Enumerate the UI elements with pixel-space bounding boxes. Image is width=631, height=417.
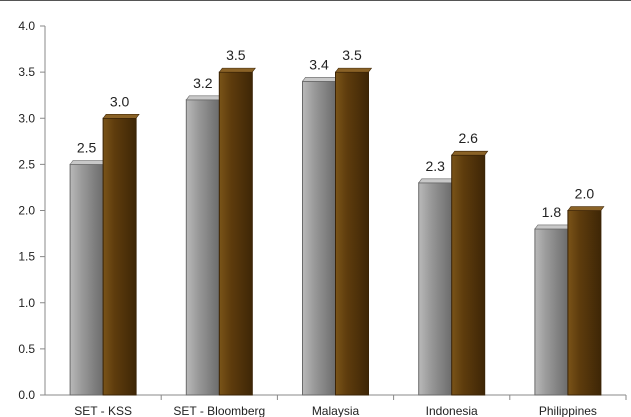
- bar-top: [534, 224, 572, 230]
- y-tick-label: 4.0: [18, 19, 35, 33]
- bar-top: [418, 178, 456, 184]
- y-tick-label: 1.0: [18, 296, 35, 310]
- bar: [418, 182, 453, 396]
- data-label: 2.3: [425, 158, 445, 174]
- data-label: 2.6: [458, 130, 478, 146]
- data-label: 3.2: [193, 75, 213, 91]
- y-tick-label: 2.5: [18, 157, 35, 171]
- y-tick-label: 3.5: [18, 65, 35, 79]
- bar: [102, 117, 137, 396]
- y-tick-label: 2.0: [18, 204, 35, 218]
- bar: [335, 71, 369, 396]
- data-label: 3.5: [342, 47, 362, 63]
- y-tick-label: 1.5: [18, 250, 35, 264]
- bar: [567, 210, 602, 396]
- data-label: 2.5: [77, 139, 97, 155]
- bar-top: [334, 67, 373, 73]
- bar-top: [185, 95, 223, 101]
- bar-top: [102, 113, 140, 119]
- bar: [534, 228, 569, 396]
- data-label: 3.4: [309, 56, 329, 72]
- bar-top: [301, 77, 340, 82]
- bar-top: [567, 206, 605, 211]
- y-tick-label: 3.0: [18, 111, 35, 125]
- x-category-label: SET - Bloomberg: [173, 404, 265, 417]
- data-label: 1.8: [542, 204, 562, 220]
- plot-area: 0.0 0.5 1.0 1.5 2.0 2.5 3.0 3.5 4.0 2.5 3.0 SET - K…: [18, 19, 627, 417]
- data-label: 2.0: [575, 186, 595, 202]
- data-label: 3.5: [226, 47, 246, 63]
- bar: [69, 163, 104, 396]
- bar: [185, 99, 220, 396]
- x-category-label: Indonesia: [426, 404, 478, 417]
- bar-top: [451, 150, 489, 156]
- bar: [218, 71, 253, 396]
- x-category-label: SET - KSS: [74, 404, 132, 417]
- y-tick-label: 0.5: [18, 342, 35, 356]
- x-category-label: Philippines: [539, 404, 597, 417]
- x-category-label: Malaysia: [312, 404, 360, 417]
- bar: [302, 80, 336, 396]
- y-tick-label: 0.0: [18, 388, 35, 402]
- data-label: 3.0: [110, 93, 130, 109]
- bar: [451, 154, 486, 396]
- bar-top: [69, 160, 107, 165]
- bar-top: [218, 67, 256, 73]
